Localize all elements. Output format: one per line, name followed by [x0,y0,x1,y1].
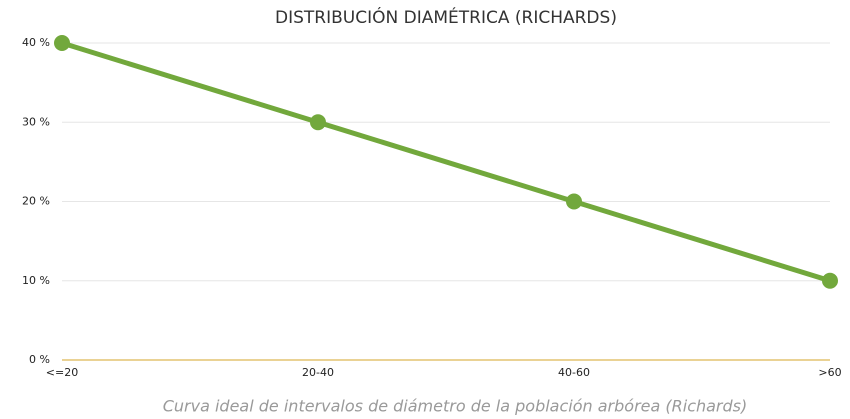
point [310,114,326,131]
x-tick-label: 20-40 [302,366,334,379]
line [61,40,831,284]
caption: Curva ideal de intervalos de diámetro de… [163,397,748,416]
point [822,272,838,289]
point [54,35,70,51]
y-tick-label: 40 % [22,36,50,49]
y-tick-label: 10 % [22,274,50,287]
x-tick-label: 40-60 [558,366,590,379]
y-tick-label: 20 % [22,195,50,208]
x-tick-label: <=20 [46,366,78,379]
point [566,193,582,210]
y-tick-label: 30 % [22,115,50,128]
y-tick-label: 0 % [29,353,50,366]
chart-title: DISTRIBUCIÓN DIAMÉTRICA (RICHARDS) [275,6,617,28]
x-tick-label: >60 [818,366,841,379]
